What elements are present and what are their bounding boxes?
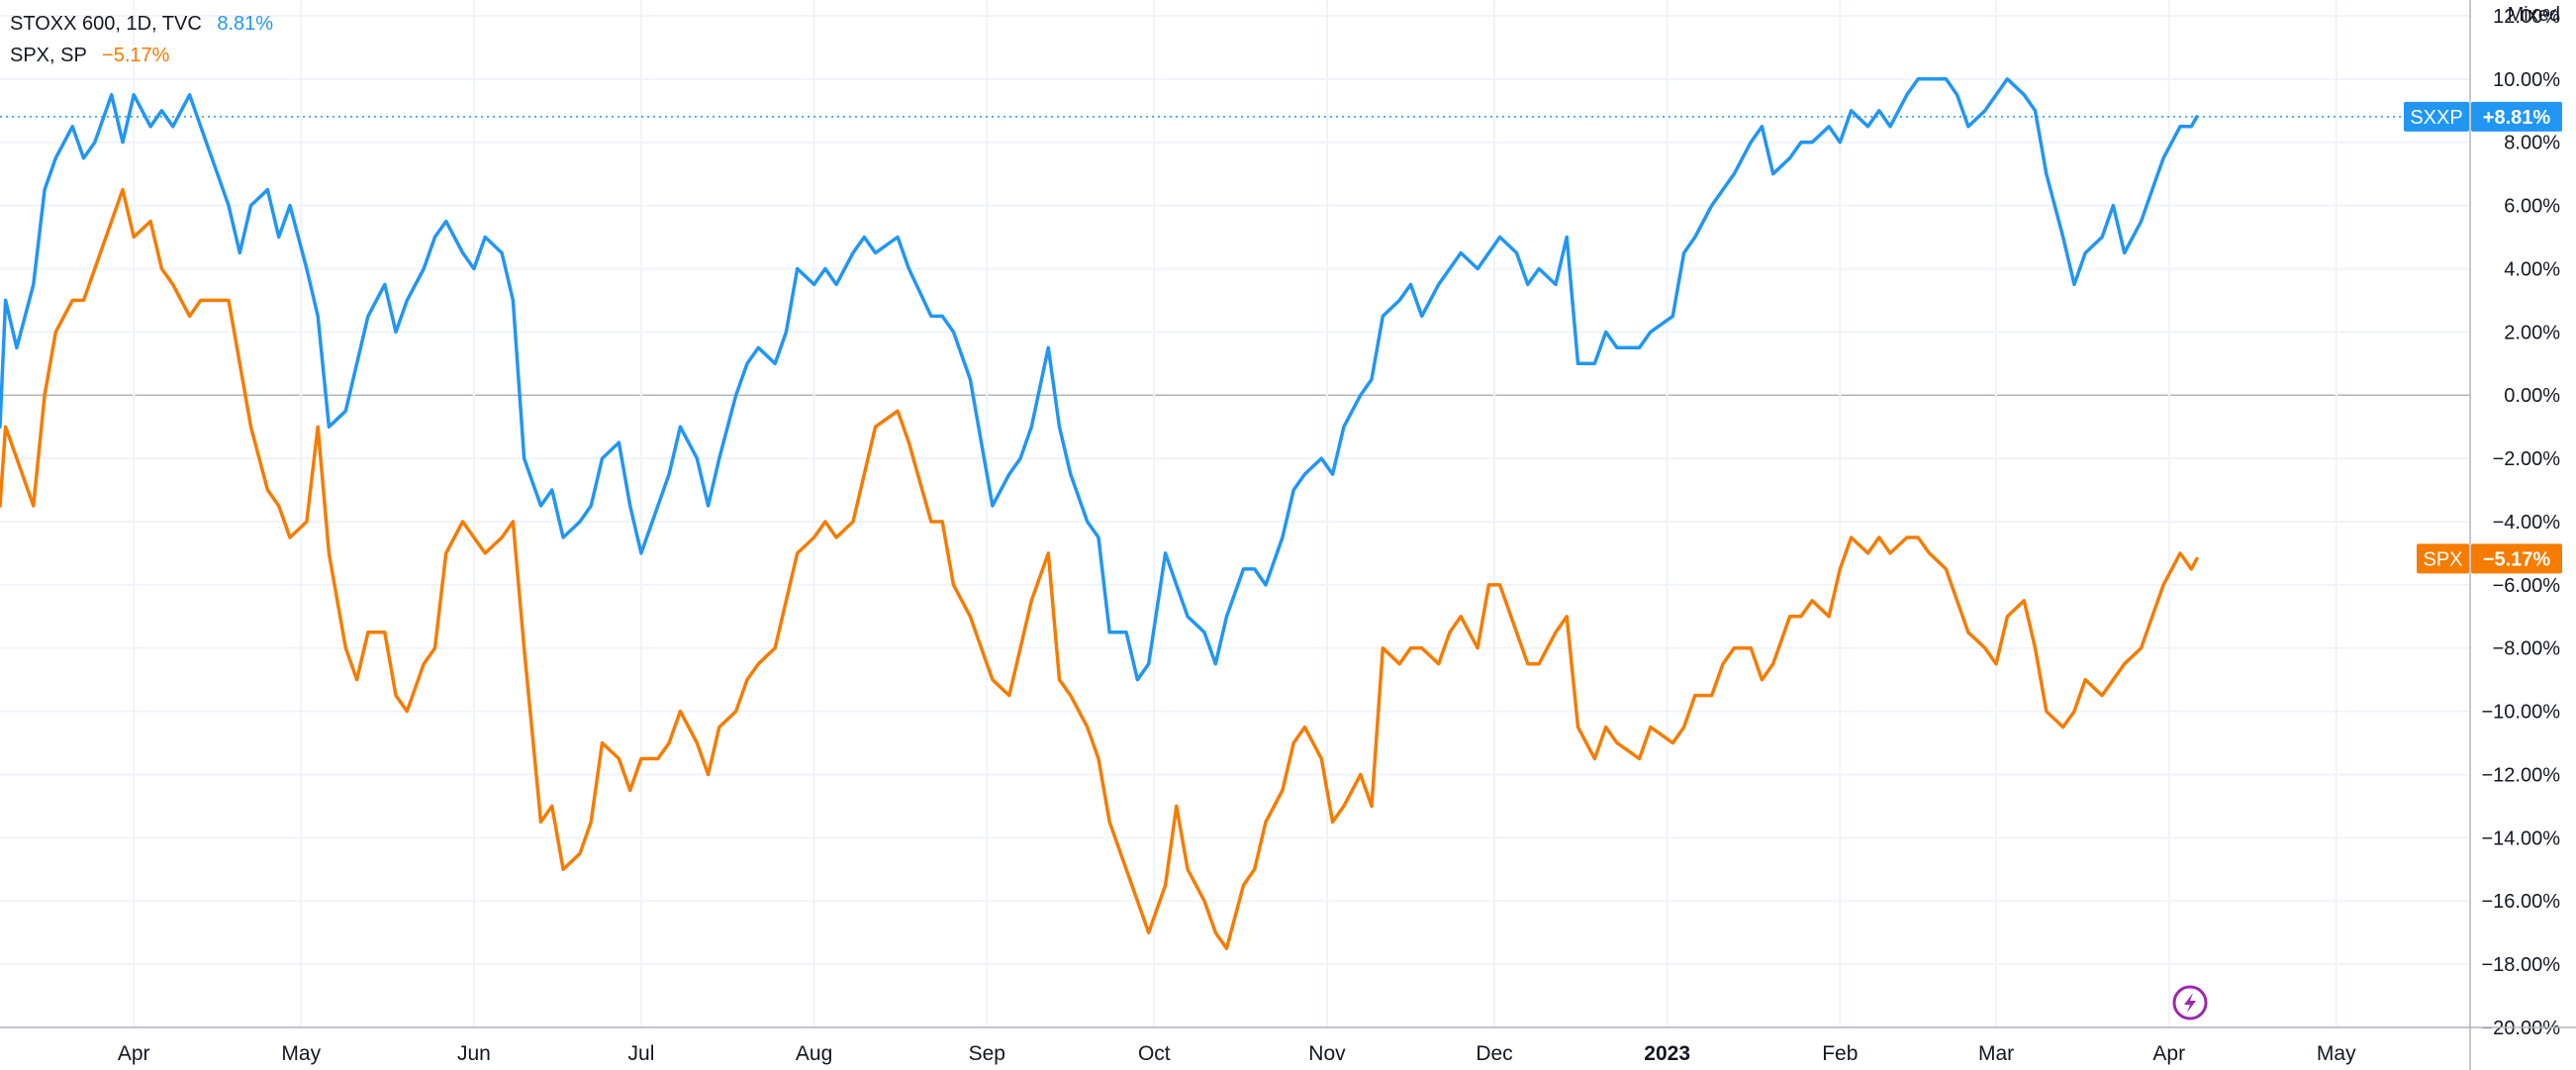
badge-symbol: SXXP bbox=[2410, 107, 2462, 129]
series-legend: STOXX 600, 1D, TVC 8.81% SPX, SP −5.17% bbox=[10, 8, 273, 71]
y-tick-label: −14.00% bbox=[2481, 827, 2560, 849]
legend-label-spx: SPX, SP bbox=[10, 45, 87, 66]
x-tick-label: Apr bbox=[118, 1042, 150, 1065]
price-badge-sxxp[interactable]: SXXP +8.81% bbox=[2404, 101, 2562, 132]
y-tick-label: 8.00% bbox=[2504, 133, 2560, 154]
y-tick-label: 4.00% bbox=[2504, 258, 2560, 280]
x-tick-label: Aug bbox=[796, 1042, 832, 1065]
x-tick-label: Sep bbox=[969, 1042, 1005, 1065]
badge-value: +8.81% bbox=[2483, 107, 2551, 129]
y-tick-label: 12.00% bbox=[2493, 6, 2560, 28]
x-tick-label: Jun bbox=[457, 1042, 491, 1065]
y-tick-label: −2.00% bbox=[2493, 448, 2561, 470]
y-tick-label: −12.00% bbox=[2481, 764, 2560, 786]
y-tick-label: 10.00% bbox=[2493, 69, 2560, 91]
badge-symbol: SPX bbox=[2423, 548, 2462, 570]
y-tick-label: −10.00% bbox=[2481, 702, 2560, 724]
legend-label-stoxx: STOXX 600, 1D, TVC bbox=[10, 13, 202, 35]
badge-symbol-bg bbox=[2404, 101, 2469, 132]
scale-mode-label[interactable]: Mixed bbox=[2507, 4, 2560, 26]
y-tick-label: −20.00% bbox=[2481, 1018, 2560, 1039]
badge-value-bg bbox=[2471, 101, 2562, 132]
series-line-stoxx[interactable] bbox=[0, 77, 2199, 682]
y-tick-label: 6.00% bbox=[2504, 196, 2560, 218]
legend-value-stoxx: 8.81% bbox=[217, 13, 274, 35]
y-tick-label: −6.00% bbox=[2493, 575, 2561, 597]
legend-row-stoxx[interactable]: STOXX 600, 1D, TVC 8.81% bbox=[10, 8, 273, 40]
price-badge-spx[interactable]: SPX −5.17% bbox=[2417, 543, 2562, 574]
x-tick-label: Feb bbox=[1822, 1042, 1858, 1065]
badge-layer: SXXP +8.81% SPX −5.17% bbox=[2404, 101, 2562, 574]
badge-value: −5.17% bbox=[2483, 548, 2551, 570]
badge-symbol-bg bbox=[2417, 543, 2469, 574]
lightning-icon-bolt bbox=[2184, 993, 2196, 1013]
y-tick-label: −16.00% bbox=[2481, 891, 2560, 913]
lightning-icon[interactable] bbox=[2172, 985, 2208, 1021]
x-tick-label: May bbox=[281, 1042, 321, 1065]
legend-row-spx[interactable]: SPX, SP −5.17% bbox=[10, 40, 273, 71]
series-line-spx[interactable] bbox=[0, 187, 2199, 950]
x-tick-label: Apr bbox=[2152, 1042, 2185, 1065]
y-tick-label: 2.00% bbox=[2504, 322, 2560, 343]
x-tick-label: 2023 bbox=[1644, 1042, 1690, 1065]
x-tick-label: Jul bbox=[628, 1042, 655, 1065]
y-tick-label: −18.00% bbox=[2481, 954, 2560, 976]
x-tick-label: Mar bbox=[1978, 1042, 2014, 1065]
legend-value-spx: −5.17% bbox=[102, 45, 170, 66]
badge-value-bg bbox=[2471, 543, 2562, 574]
x-tick-label: Dec bbox=[1476, 1042, 1512, 1065]
x-tick-label: May bbox=[2317, 1042, 2356, 1065]
grid-layer bbox=[0, 0, 2470, 1028]
y-tick-label: −4.00% bbox=[2493, 512, 2561, 534]
x-tick-label: Nov bbox=[1308, 1042, 1346, 1065]
series-layer bbox=[0, 77, 2470, 950]
y-tick-label: 0.00% bbox=[2504, 385, 2560, 407]
icon-layer bbox=[2172, 985, 2208, 1021]
x-tick-label: Oct bbox=[1138, 1042, 1171, 1065]
y-tick-label: −8.00% bbox=[2493, 638, 2561, 660]
